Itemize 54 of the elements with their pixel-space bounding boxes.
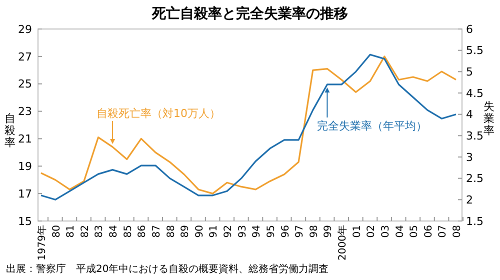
y2-tick-label: 4 [466,108,473,122]
y-tick-label: 25 [18,78,32,91]
chart-title: 死亡自殺率と完全失業率の推移 [151,5,348,22]
y2-tick-label: 3.5 [466,130,484,143]
x-tick-label: 85 [122,225,134,238]
y2-tick-label: 4.5 [466,86,484,100]
x-tick-label: 89 [180,225,192,238]
y2-tick-label: 2.5 [466,172,484,186]
x-tick-label: 2000年 [336,225,349,260]
x-tick-label: 96 [280,225,292,238]
y2-tick-label: 3 [466,150,473,164]
x-tick-label: 01 [352,225,363,238]
y-tick-label: 23 [18,105,32,118]
text: 出展：警察庁 平成20年中における自殺の概要資料、総務省労働力調査 [6,263,329,275]
series-label: 自殺死亡率（対10万人） [96,106,221,120]
y2-tick-label: 2 [466,194,473,207]
x-tick-label: 05 [409,225,420,238]
x-tick-label: 80 [51,225,62,238]
y-tick-label: 21 [18,132,32,146]
x-tick-label: 02 [366,225,378,238]
x-tick-label: 1979年 [36,225,48,260]
x-tick-label: 83 [94,225,106,238]
x-tick-label: 82 [80,225,91,238]
x-tick-label: 08 [452,225,463,238]
x-tick-label: 91 [208,225,220,238]
y-tick-label: 19 [18,160,32,173]
x-tick-label: 81 [66,225,77,238]
x-tick-label: 93 [237,225,248,238]
y2-tick-label: 5.5 [466,44,484,58]
x-tick-label: 04 [394,225,406,238]
x-tick-label: 98 [308,225,320,238]
x-tick-label: 90 [194,225,206,238]
x-tick-label: 92 [223,225,234,238]
x-tick-label: 99 [323,225,334,238]
y2-axis-title: 失業率 [484,100,494,137]
x-tick-label: 95 [266,225,277,238]
x-tick-label: 07 [438,225,449,238]
y-axis-title: 自殺率 [4,112,16,149]
x-tick-label: 87 [151,225,162,238]
x-tick-label: 97 [294,225,306,238]
y2-tick-label: 6 [466,22,473,36]
y-tick-label: 27 [18,50,32,64]
y-tick-label: 15 [18,214,32,228]
x-tick-label: 03 [380,225,392,238]
y-tick-label: 29 [18,22,32,36]
y-tick-label: 17 [18,187,32,200]
x-tick-label: 94 [252,225,263,238]
x-tick-label: 88 [166,225,177,238]
series-label: 完全失業率（年平均） [317,119,428,132]
y2-tick-label: 5 [466,66,473,79]
x-tick-label: 84 [108,225,120,238]
y2-tick-label: 1.5 [466,214,484,228]
x-tick-label: 06 [423,225,434,238]
x-tick-label: 86 [137,225,148,238]
